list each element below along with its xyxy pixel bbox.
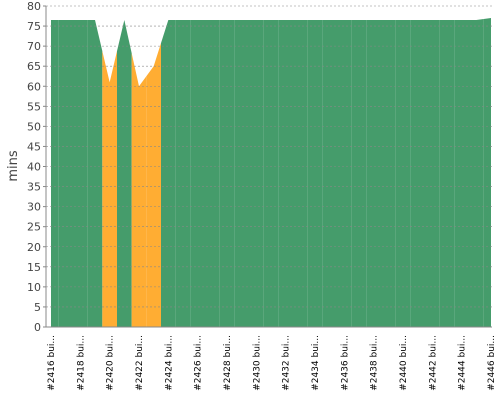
- area-segment: [87, 20, 103, 327]
- area-segment: [337, 20, 352, 327]
- x-tick-label: #2444 bui...: [458, 335, 468, 391]
- y-tick-label: 50: [27, 120, 41, 133]
- y-tick-label: 10: [27, 281, 41, 294]
- area-segment: [381, 20, 396, 327]
- x-tick-label: #2434 bui...: [311, 335, 321, 391]
- y-tick-label: 15: [27, 261, 41, 274]
- area-segment: [249, 20, 264, 327]
- area-segment: [366, 20, 381, 327]
- area-segment: [293, 20, 308, 327]
- area-segment: [469, 19, 484, 328]
- y-tick-label: 5: [34, 301, 41, 314]
- x-tick-label: #2438 bui...: [370, 335, 380, 391]
- x-tick-label: #2430 bui...: [252, 335, 262, 391]
- area-segment: [117, 20, 132, 327]
- y-tick-label: 0: [34, 321, 41, 334]
- area-segment: [263, 20, 279, 327]
- y-axis-label: mins: [6, 150, 21, 182]
- x-tick-label: #2420 bui...: [106, 335, 116, 391]
- y-tick-label: 20: [27, 241, 41, 254]
- area-segment: [161, 20, 176, 327]
- area-segment: [175, 20, 191, 327]
- area-segment: [439, 20, 455, 327]
- y-tick-label: 75: [27, 20, 41, 33]
- x-tick-label: #2428 bui...: [223, 335, 233, 391]
- area-segment: [454, 20, 469, 327]
- x-tick-label: #2426 bui...: [194, 335, 204, 391]
- y-tick-label: 65: [27, 60, 41, 73]
- area-segment: [425, 20, 440, 327]
- y-tick-label: 80: [27, 0, 41, 13]
- x-tick-label: #2446 bui...: [487, 335, 497, 391]
- area-segment: [102, 51, 117, 327]
- y-tick-label: 35: [27, 181, 41, 194]
- area-segment: [307, 20, 323, 327]
- area-segment: [234, 20, 249, 327]
- y-tick-label: 55: [27, 100, 41, 113]
- x-tick-label: #2440 bui...: [399, 335, 409, 391]
- area-segment: [58, 20, 73, 327]
- area-segment: [205, 20, 220, 327]
- area-segment: [51, 20, 59, 327]
- x-tick-label: #2418 bui...: [76, 335, 86, 391]
- area-segment: [131, 53, 147, 327]
- area-segment: [219, 20, 235, 327]
- y-tick-label: 45: [27, 140, 41, 153]
- y-tick-label: 60: [27, 80, 41, 93]
- y-tick-label: 70: [27, 40, 41, 53]
- x-tick-label: #2422 bui...: [135, 335, 145, 391]
- area-segment: [483, 18, 491, 327]
- x-tick-label: #2432 bui...: [282, 335, 292, 391]
- y-tick-label: 40: [27, 161, 41, 174]
- area-segment: [395, 20, 411, 327]
- x-tick-label: #2416 bui...: [47, 335, 57, 391]
- y-tick-label: 30: [27, 201, 41, 214]
- area-segment: [351, 20, 367, 327]
- area-segment: [190, 20, 205, 327]
- x-tick-label: #2436 bui...: [340, 335, 350, 391]
- y-tick-label: 25: [27, 221, 41, 234]
- area-segment: [73, 20, 88, 327]
- area-segment: [322, 20, 337, 327]
- x-tick-label: #2442 bui...: [428, 335, 438, 391]
- area-segment: [146, 43, 161, 327]
- area-segment: [410, 20, 425, 327]
- area-segment: [278, 20, 293, 327]
- x-tick-label: #2424 bui...: [164, 335, 174, 391]
